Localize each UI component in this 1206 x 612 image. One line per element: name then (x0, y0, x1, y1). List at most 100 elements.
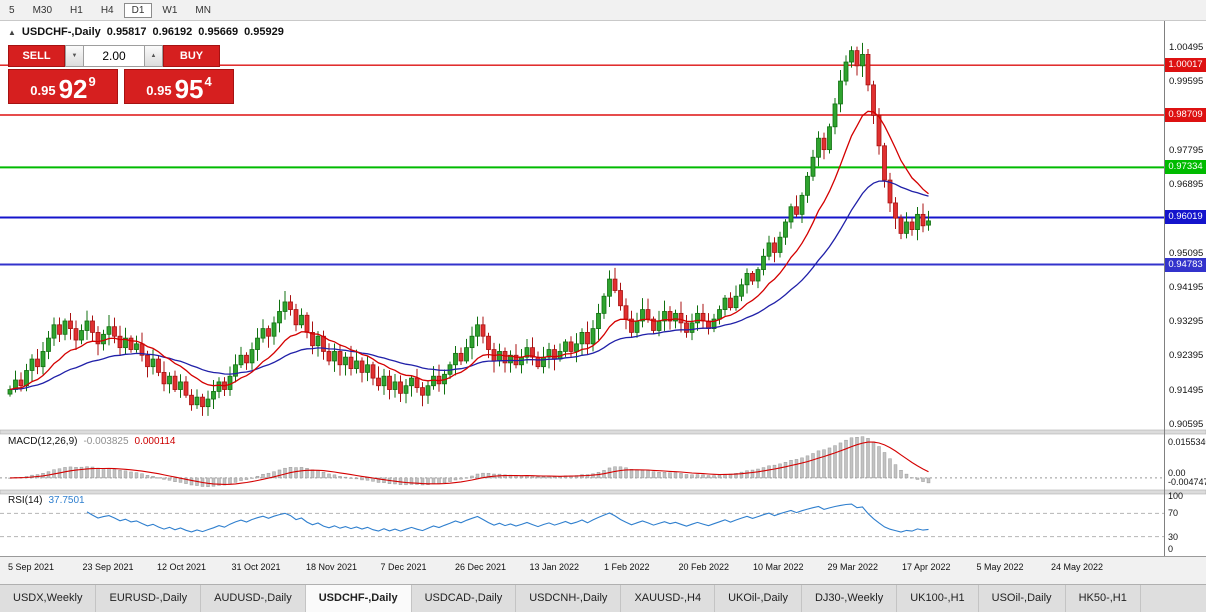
candle-body (502, 351, 508, 364)
sell-price-big: 92 (58, 74, 88, 104)
rsi-axis-label: 100 (1168, 491, 1184, 501)
timeframe-button-mn[interactable]: MN (195, 4, 211, 16)
chart-tab-audusd-daily[interactable]: AUDUSD-,Daily (201, 585, 306, 612)
buy-button[interactable]: BUY (163, 45, 220, 67)
candle-body (106, 326, 112, 335)
sell-button[interactable]: SELL (8, 45, 65, 67)
volume-increase-button[interactable]: ▲ (144, 45, 163, 67)
sell-price-box[interactable]: 0.95 92 9 (8, 69, 118, 104)
panel-resize-divider[interactable] (0, 429, 1206, 435)
chart-tab-usdcad-daily[interactable]: USDCAD-,Daily (412, 585, 517, 612)
chart-tab-usoil-daily[interactable]: USOil-,Daily (979, 585, 1066, 612)
candle-body (497, 351, 502, 362)
candle-body (667, 311, 673, 322)
trade-prices-row: 0.95 92 9 0.95 95 4 (8, 69, 234, 104)
chart-tab-ukoil-daily[interactable]: UKOil-,Daily (715, 585, 802, 612)
chart-symbol-period: USDCHF-,Daily (21, 26, 101, 38)
candle-body (271, 322, 277, 337)
volume-input[interactable] (84, 45, 144, 67)
chart-tab-usdcnh-daily[interactable]: USDCNH-,Daily (516, 585, 622, 612)
price-axis-label: 0.94195 (1169, 281, 1204, 293)
candle-body (68, 320, 73, 330)
candle-body (420, 387, 425, 396)
collapse-panel-icon[interactable]: ▲ (8, 27, 16, 37)
candle-body (568, 341, 574, 352)
candle-body (403, 385, 409, 394)
candle-body (722, 297, 728, 310)
candle-body (29, 358, 35, 371)
candle-body (689, 322, 695, 333)
ohlc-high: 0.96192 (152, 26, 193, 38)
candle-body (112, 326, 117, 337)
chart-tab-xauusd-h4[interactable]: XAUUSD-,H4 (621, 585, 716, 612)
candle-body (684, 322, 689, 333)
candle-body (783, 221, 788, 238)
candle-body (882, 145, 887, 181)
chart-tab-eurusd-daily[interactable]: EURUSD-,Daily (96, 585, 202, 612)
date-label: 5 May 2022 (976, 562, 1024, 572)
rsi-indicator-label: RSI(14) 37.7501 (8, 495, 85, 506)
volume-decrease-button[interactable]: ▼ (65, 45, 84, 67)
candle-body (24, 370, 29, 387)
candle-body (854, 50, 860, 67)
candle-body (640, 309, 645, 322)
candle-body (524, 347, 530, 358)
candle-body (678, 312, 684, 324)
date-label: 13 Jan 2022 (529, 562, 580, 572)
price-line-badge: 0.98709 (1165, 108, 1206, 122)
buy-price-box[interactable]: 0.95 95 4 (124, 69, 234, 104)
candle-body (310, 332, 315, 347)
candle-body (480, 324, 486, 337)
candle-body (695, 312, 700, 324)
price-line-badge: 0.97334 (1165, 160, 1206, 175)
timeframe-button-w1[interactable]: W1 (162, 4, 178, 16)
chart-tab-dj30-weekly[interactable]: DJ30-,Weekly (802, 585, 898, 612)
panel-resize-divider[interactable] (0, 489, 1206, 495)
date-label: 26 Dec 2021 (455, 562, 507, 572)
candle-body (277, 311, 282, 324)
chart-tab-usdx-weekly[interactable]: USDX,Weekly (0, 585, 97, 612)
candle-body (579, 332, 585, 345)
horizontal-level-lines[interactable] (0, 64, 1164, 266)
timeframe-button-m30[interactable]: M30 (32, 4, 53, 16)
candle-body (612, 278, 618, 291)
candle-body (596, 312, 601, 330)
candle-body (18, 379, 24, 387)
candle-body (7, 389, 13, 395)
candle-body (739, 284, 744, 297)
candle-body (711, 318, 717, 330)
date-label: 7 Dec 2021 (380, 562, 427, 572)
candles[interactable] (7, 42, 931, 416)
trade-controls-row: SELL ▼ ▲ BUY (8, 45, 234, 67)
candle-body (926, 220, 931, 226)
timeframe-button-h4[interactable]: H4 (100, 4, 114, 16)
chart-title: ▲ USDCHF-,Daily 0.95817 0.96192 0.95669 … (8, 26, 284, 38)
candle-body (62, 320, 68, 335)
candle-body (827, 126, 832, 151)
macd-name: MACD(12,26,9) (8, 436, 78, 447)
timeframe-button-h1[interactable]: H1 (70, 4, 83, 16)
candle-body (838, 80, 843, 105)
candle-body (216, 381, 222, 392)
candle-body (343, 356, 348, 366)
timeframe-button-5[interactable]: 5 (9, 4, 15, 16)
time-axis[interactable]: 5 Sep 2021 23 Sep 2021 12 Oct 2021 31 Oct 2… (0, 556, 1206, 585)
timeframe-button-d1[interactable]: D1 (123, 2, 153, 18)
candle-body (843, 61, 849, 82)
candle-body (40, 351, 46, 368)
candle-body (920, 213, 926, 227)
candle-body (876, 114, 882, 147)
chart-tab-hk50-h1[interactable]: HK50-,H1 (1066, 585, 1141, 612)
candle-body (794, 206, 799, 215)
candle-body (871, 84, 876, 116)
date-label: 24 May 2022 (1051, 562, 1104, 572)
price-axis-label: 0.99595 (1169, 76, 1204, 88)
date-label: 20 Feb 2022 (678, 562, 730, 572)
candle-body (645, 309, 651, 320)
timeframe-toolbar: 5 M30 H1 H4 D1 W1 MN (0, 0, 1206, 21)
price-axis-label: 0.93295 (1169, 316, 1204, 328)
chart-tab-usdchf-daily[interactable]: USDCHF-,Daily (305, 585, 412, 612)
chart-tab-uk100-h1[interactable]: UK100-,H1 (897, 585, 979, 612)
